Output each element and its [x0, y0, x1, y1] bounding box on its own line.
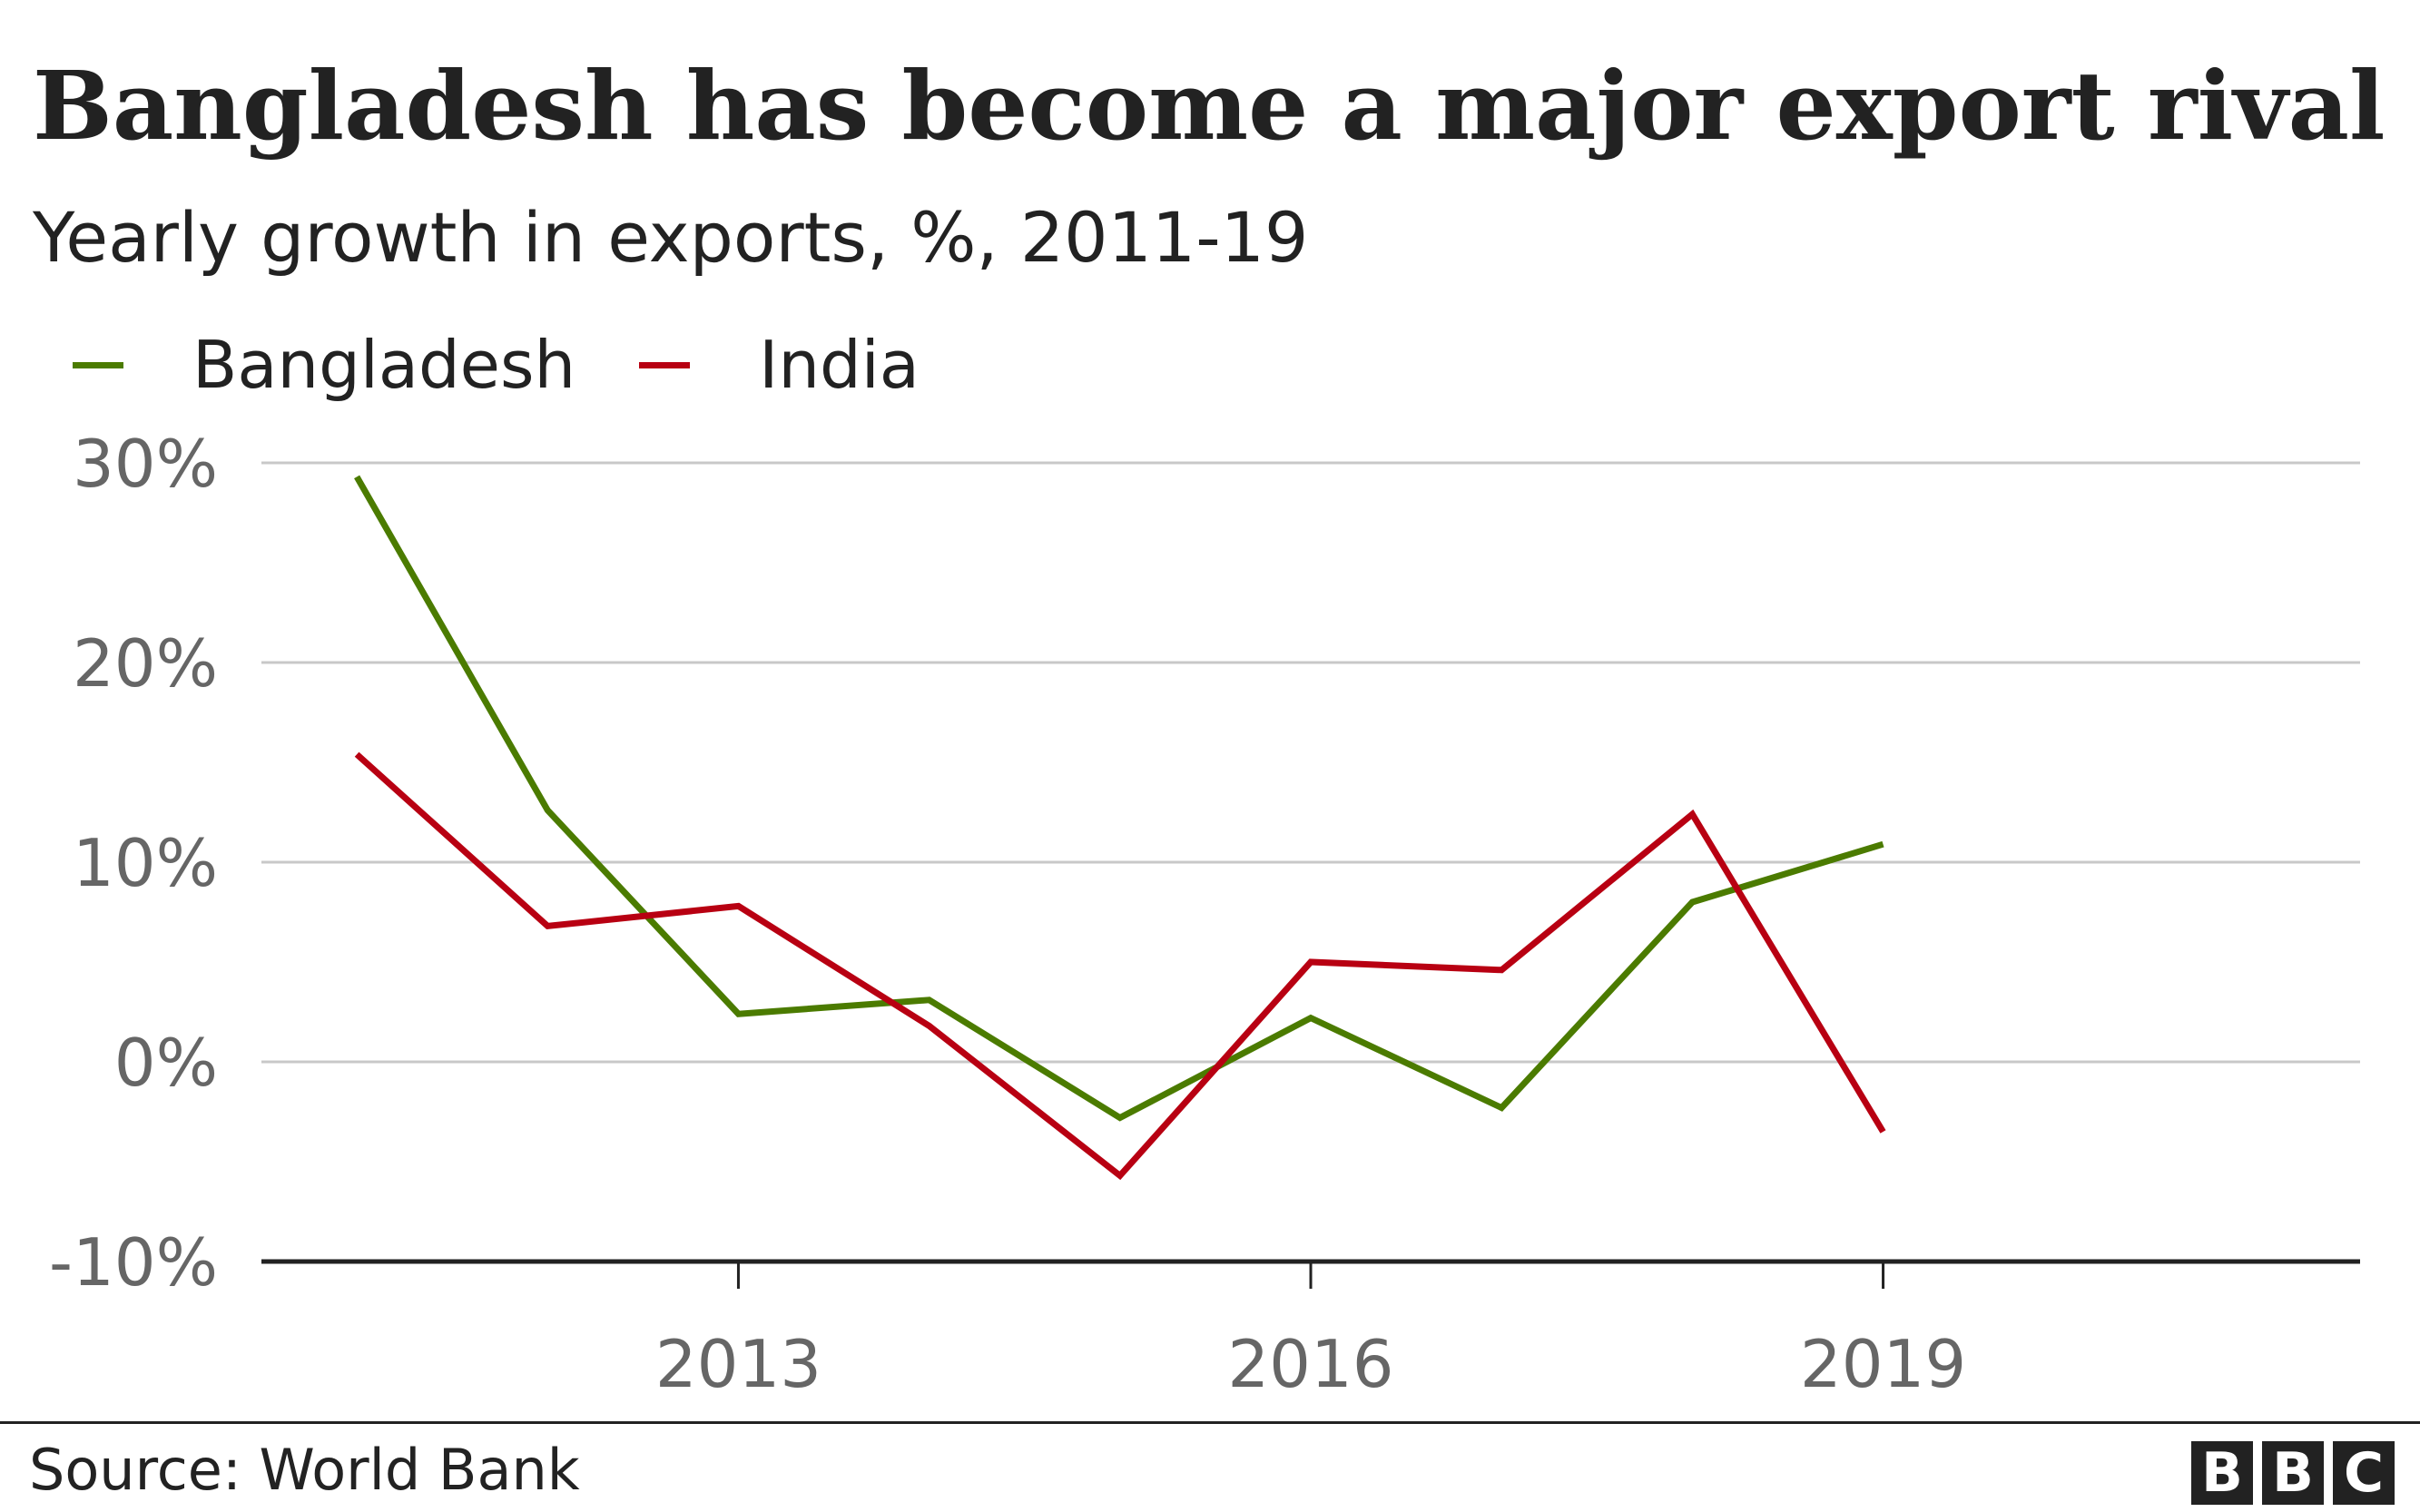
y-tick-label-1: -10% — [49, 1224, 218, 1301]
legend-swatch-india — [639, 361, 691, 368]
source-note: Source: World Bank — [29, 1437, 580, 1503]
chart-title: Bangladesh has become a major export riv… — [33, 50, 2386, 162]
bbc-logo-letter-2: B — [2262, 1441, 2324, 1505]
y-tick-label-5: 30% — [73, 426, 218, 502]
legend-item-india: India — [639, 327, 920, 403]
legend-label-bangladesh: Bangladesh — [192, 327, 576, 403]
legend: Bangladesh India — [73, 319, 983, 410]
bbc-logo-letter-1: B — [2191, 1441, 2253, 1505]
chart-subtitle: Yearly growth in exports, %, 2011-19 — [33, 197, 1309, 278]
y-tick-label-2: 0% — [114, 1025, 218, 1101]
y-tick-label-4: 20% — [73, 625, 218, 702]
series-line-india — [354, 751, 1886, 1181]
y-tick-label-3: 10% — [73, 825, 218, 901]
line-chart: -10% 0% 10% 20% 30% 2013 2016 2019 — [49, 426, 2360, 1402]
legend-swatch-bangladesh — [73, 361, 123, 368]
x-tick-label-1: 2013 — [655, 1326, 821, 1402]
bbc-logo-letter-3: C — [2333, 1441, 2395, 1505]
x-tick-label-2: 2016 — [1227, 1326, 1393, 1402]
footer-divider — [0, 1421, 2420, 1424]
x-tick-label-3: 2019 — [1800, 1326, 1966, 1402]
bbc-logo: B B C — [2182, 1441, 2395, 1505]
legend-item-bangladesh: Bangladesh — [73, 327, 575, 403]
series-line-bangladesh — [354, 475, 1884, 1122]
legend-label-india: India — [759, 327, 920, 403]
